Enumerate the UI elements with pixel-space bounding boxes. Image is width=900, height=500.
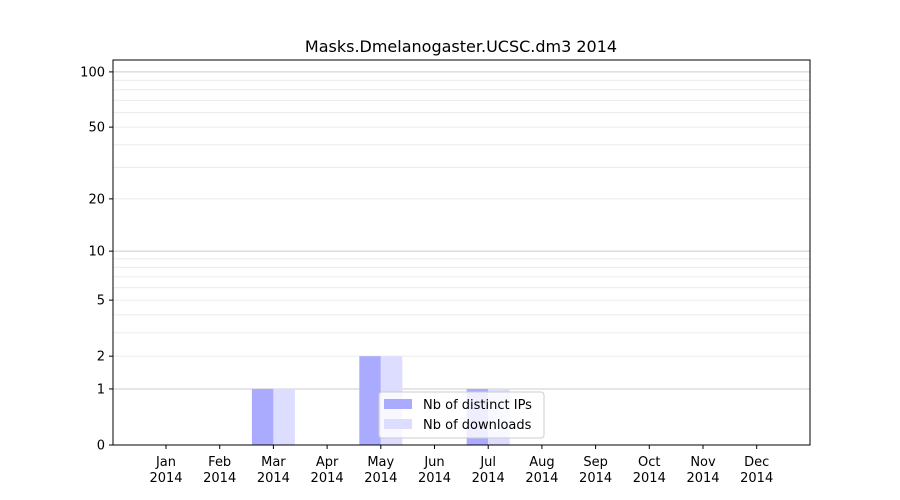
legend-swatch	[384, 399, 412, 409]
x-tick-label-month: Feb	[208, 455, 231, 470]
x-tick-label-month: Jan	[155, 455, 176, 470]
x-tick-label-year: 2014	[364, 471, 397, 486]
x-tick-label-month: Apr	[316, 455, 339, 470]
x-tick-label-year: 2014	[525, 471, 558, 486]
y-tick-label: 5	[97, 294, 105, 309]
x-tick-label-month: Mar	[261, 455, 286, 470]
x-tick-label-month: May	[367, 455, 394, 470]
y-tick-label: 100	[80, 65, 105, 80]
legend-box	[378, 391, 545, 439]
legend: Nb of distinct IPs Nb of downloads	[378, 391, 545, 439]
y-tick-label: 2	[97, 350, 105, 365]
y-tick-label: 0	[97, 439, 105, 454]
x-tick-label-year: 2014	[418, 471, 451, 486]
x-tick-label-month: Oct	[638, 455, 660, 470]
y-tick-label: 50	[88, 121, 105, 136]
y-tick-label: 20	[88, 192, 105, 207]
legend-swatch	[384, 419, 412, 429]
x-tick-label-year: 2014	[472, 471, 505, 486]
x-tick-label-month: Aug	[529, 455, 554, 470]
chart-title: Masks.Dmelanogaster.UCSC.dm3 2014	[305, 37, 617, 56]
x-tick-label-year: 2014	[311, 471, 344, 486]
x-tick-label-month: Dec	[744, 455, 769, 470]
x-tick-label-year: 2014	[633, 471, 666, 486]
x-tick-label-year: 2014	[203, 471, 236, 486]
x-tick-label-year: 2014	[686, 471, 719, 486]
x-tick-label-year: 2014	[149, 471, 182, 486]
y-tick-label: 10	[88, 245, 105, 260]
legend-label: Nb of downloads	[423, 418, 532, 433]
x-tick-label-month: Jul	[479, 455, 496, 470]
x-tick-label-month: Nov	[690, 455, 716, 470]
x-tick-label-month: Jun	[423, 455, 444, 470]
bar-distinct-ips	[359, 356, 381, 445]
x-tick-label-month: Sep	[583, 455, 608, 470]
x-tick-label-year: 2014	[257, 471, 290, 486]
x-tick-label-year: 2014	[579, 471, 612, 486]
y-tick-label: 1	[97, 382, 105, 397]
bar-distinct-ips	[251, 388, 274, 445]
legend-label: Nb of distinct IPs	[423, 398, 532, 413]
plot-frame	[112, 59, 811, 446]
bar-downloads	[273, 388, 295, 445]
x-tick-label-year: 2014	[740, 471, 773, 486]
